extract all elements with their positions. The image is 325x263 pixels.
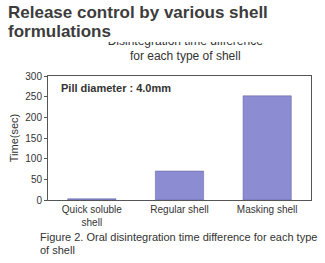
svg-text:Time(sec): Time(sec) [8,114,20,162]
svg-text:Quick solubleshell: Quick solubleshell [62,204,122,228]
svg-text:Disintegration time difference: Disintegration time differencefor each t… [108,42,264,63]
html-text:Release control by various she: Release control by various shell formula… [8,3,268,41]
html-text:Figure 2. Oral disintegration: Figure 2. Oral disintegration time diffe… [40,231,318,256]
svg-text:Regular shell: Regular shell [150,204,208,215]
svg-text:0: 0 [36,195,42,206]
svg-text:150: 150 [25,133,42,144]
svg-text:Masking shell: Masking shell [237,204,298,215]
svg-text:50: 50 [31,174,43,185]
svg-text:250: 250 [25,91,42,102]
svg-text:100: 100 [25,153,42,164]
svg-text:300: 300 [25,71,42,82]
svg-text:Pill diameter : 4.0mm: Pill diameter : 4.0mm [61,82,171,94]
svg-text:200: 200 [25,112,42,123]
